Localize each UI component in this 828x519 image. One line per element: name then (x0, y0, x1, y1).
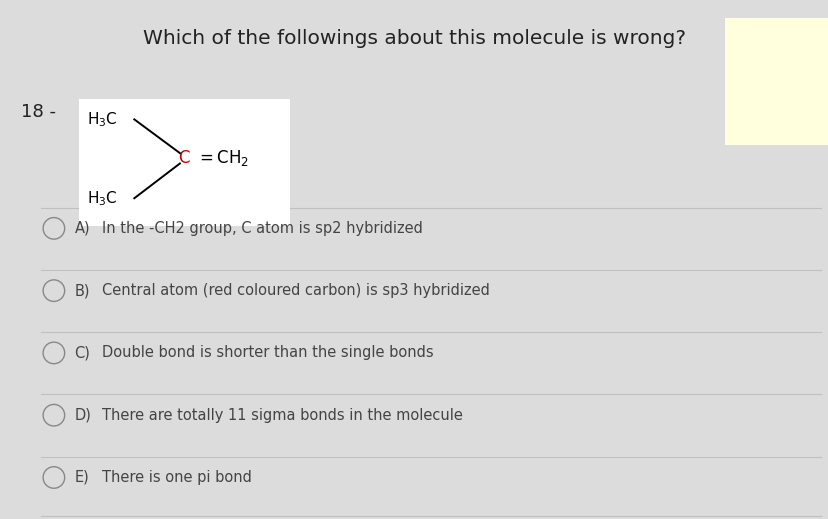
Text: D): D) (75, 408, 91, 422)
Text: A): A) (75, 221, 90, 236)
Text: In the -CH2 group, C atom is sp2 hybridized: In the -CH2 group, C atom is sp2 hybridi… (102, 221, 422, 236)
Text: Double bond is shorter than the single bonds: Double bond is shorter than the single b… (102, 346, 433, 360)
Text: H$_3$C: H$_3$C (87, 189, 118, 208)
Text: There are totally 11 sigma bonds in the molecule: There are totally 11 sigma bonds in the … (102, 408, 462, 422)
Text: E): E) (75, 470, 89, 485)
Text: H$_3$C: H$_3$C (87, 110, 118, 129)
Text: B): B) (75, 283, 90, 298)
Text: Central atom (red coloured carbon) is sp3 hybridized: Central atom (red coloured carbon) is sp… (102, 283, 489, 298)
Text: 18 -: 18 - (21, 103, 55, 120)
Bar (724, 18, 828, 145)
Text: There is one pi bond: There is one pi bond (102, 470, 252, 485)
Text: C): C) (75, 346, 90, 360)
Text: C: C (178, 149, 190, 167)
Text: Which of the followings about this molecule is wrong?: Which of the followings about this molec… (142, 29, 686, 48)
Text: $\mathregular{=CH_2}$: $\mathregular{=CH_2}$ (196, 148, 249, 168)
Bar (79, 99, 290, 226)
